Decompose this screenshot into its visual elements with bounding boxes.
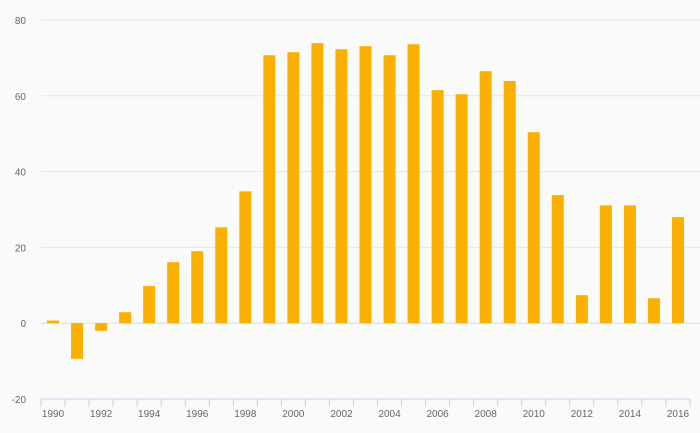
x-tick-label: 1998 [234,409,257,420]
x-tick-label: 2014 [619,409,642,420]
x-tick-label: 2016 [667,409,690,420]
x-tick-label: 2002 [330,409,353,420]
bar-2002 [335,49,348,324]
bar-2005 [407,44,420,324]
bar-2000 [287,52,300,324]
x-tick-label: 2010 [523,409,546,420]
y-tick-label: -20 [12,395,27,406]
x-tick-label: 1994 [138,409,161,420]
bar-2013 [599,205,612,324]
y-tick-label: 40 [15,168,27,179]
bar-2006 [431,90,444,324]
bar-1993 [119,312,132,324]
bar-1991 [71,323,84,359]
bar-1997 [215,227,228,324]
bar-2015 [647,298,660,324]
x-tick-label: 2006 [426,409,449,420]
x-tick-label: 2008 [475,409,498,420]
bar-1995 [167,262,180,324]
bar-2009 [503,81,516,324]
bar-1992 [95,323,108,331]
x-tick-label: 2012 [571,409,594,420]
y-tick-label: 60 [15,92,27,103]
bar-2010 [527,132,540,324]
y-tick-label: 0 [20,319,26,330]
bar-1998 [239,191,252,324]
bar-2014 [623,205,636,324]
y-tick-label: 20 [15,243,27,254]
bar-2003 [359,46,372,324]
bar-2016 [671,217,684,324]
bar-2011 [551,195,564,324]
bar-1994 [143,286,156,324]
bar-1990 [47,320,60,324]
y-tick-label: 80 [15,16,27,27]
bar-2007 [455,94,468,324]
bar-2012 [575,295,588,324]
x-tick-label: 2004 [378,409,401,420]
x-tick-label: 2000 [282,409,305,420]
x-tick-label: 1990 [42,409,65,420]
x-tick-label: 1992 [90,409,113,420]
bar-1999 [263,55,276,324]
x-tick-label: 1996 [186,409,209,420]
bar-2008 [479,71,492,324]
bar-2001 [311,43,324,324]
bar-1996 [191,251,204,324]
bar-2004 [383,55,396,324]
